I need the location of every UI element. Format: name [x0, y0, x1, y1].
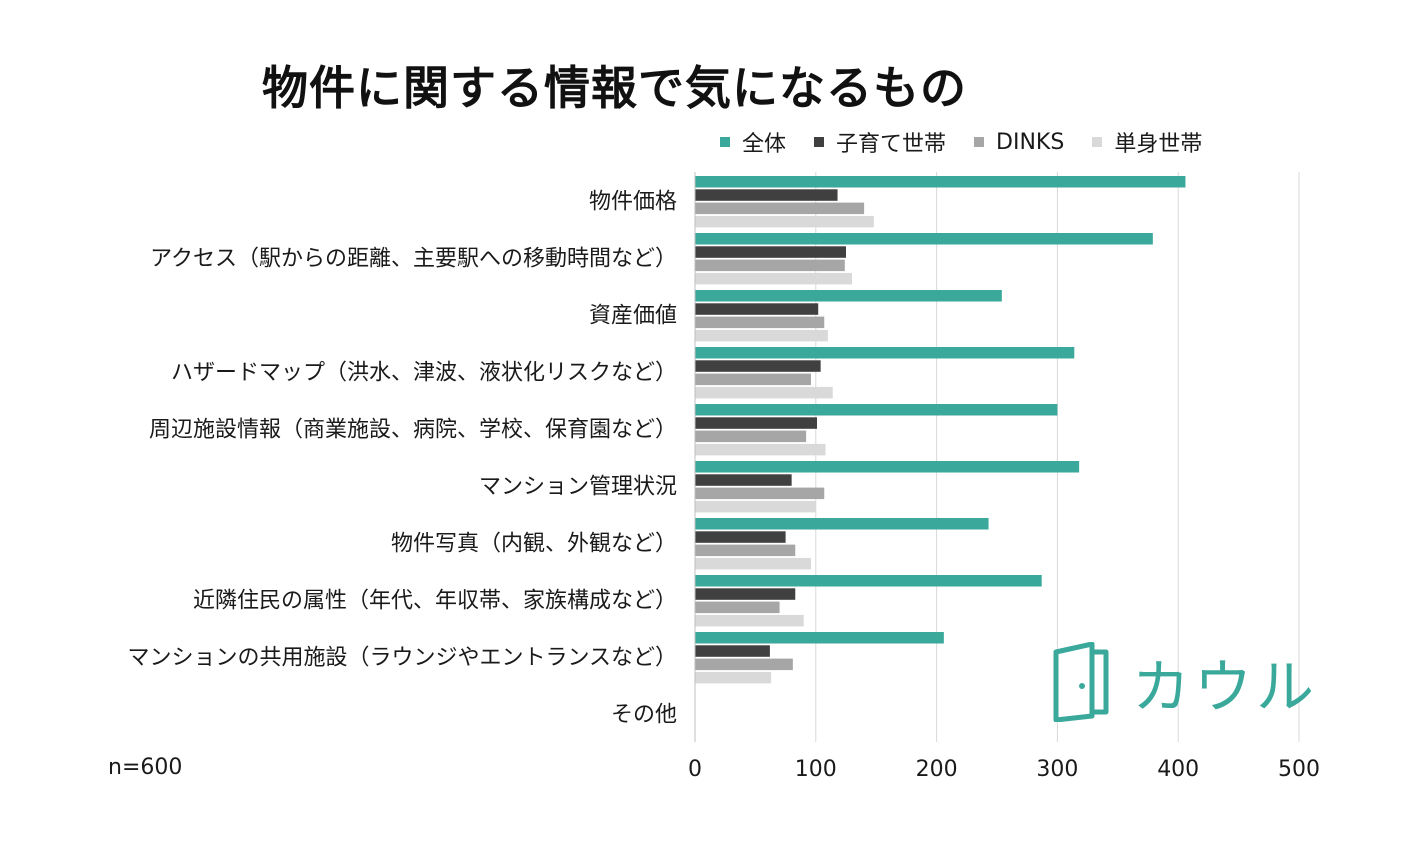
legend-swatch-families	[814, 137, 825, 147]
bar-子育て世帯-4	[695, 417, 818, 429]
bar-子育て世帯-8	[695, 645, 770, 657]
category-label: マンション管理状況	[479, 475, 677, 500]
legend-swatch-single	[1092, 137, 1103, 147]
bar-子育て世帯-0	[695, 189, 838, 201]
bar-全体-1	[695, 233, 1153, 245]
bar-単身世帯-3	[695, 386, 833, 399]
bar-子育て世帯-1	[695, 246, 846, 258]
legend-label-dinks: DINKS	[996, 129, 1065, 155]
x-tick-label: 0	[688, 757, 702, 782]
bar-全体-5	[695, 461, 1080, 473]
legend-label-all: 全体	[742, 132, 787, 157]
category-label: マンションの共用施設（ラウンジやエントランスなど）	[127, 646, 677, 671]
category-label: 周辺施設情報（商業施設、病院、学校、保育園など）	[149, 418, 677, 443]
bar-子育て世帯-2	[695, 303, 819, 315]
category-label: ハザードマップ（洪水、津波、液状化リスクなど）	[171, 361, 677, 386]
category-label: 物件写真（内観、外観など）	[391, 532, 677, 557]
brand-logo: カウル	[1052, 640, 1318, 724]
bar-単身世帯-6	[695, 557, 811, 570]
bar-全体-2	[695, 290, 1002, 302]
bar-DINKS-7	[695, 601, 780, 614]
bar-子育て世帯-6	[695, 531, 786, 543]
x-tick-label: 500	[1278, 757, 1320, 782]
bar-全体-6	[695, 518, 989, 530]
x-tick-label: 100	[795, 757, 837, 782]
sample-size-note: n=600	[108, 755, 183, 780]
bar-全体-0	[695, 176, 1186, 188]
bar-単身世帯-4	[695, 443, 826, 456]
brand-name: カウル	[1132, 653, 1319, 721]
bar-単身世帯-7	[695, 614, 804, 627]
bar-全体-8	[695, 632, 944, 644]
chart-legend: 全体 子育て世帯 DINKS 単身世帯	[720, 126, 1202, 158]
legend-item-single: 単身世帯	[1092, 126, 1202, 158]
legend-item-families: 子育て世帯	[814, 126, 946, 158]
bar-DINKS-5	[695, 487, 825, 500]
bar-DINKS-3	[695, 373, 811, 386]
category-label: その他	[611, 703, 677, 728]
bar-単身世帯-2	[695, 329, 828, 342]
category-label: 近隣住民の属性（年代、年収帯、家族構成など）	[193, 589, 677, 614]
bar-子育て世帯-7	[695, 588, 796, 600]
legend-swatch-dinks	[974, 137, 985, 147]
bar-単身世帯-5	[695, 500, 816, 513]
x-tick-label: 400	[1157, 757, 1199, 782]
category-label: 物件価格	[589, 190, 677, 215]
legend-item-all: 全体	[720, 126, 786, 158]
bar-全体-4	[695, 404, 1058, 416]
legend-label-single: 単身世帯	[1114, 132, 1203, 157]
legend-swatch-all	[720, 137, 730, 147]
bar-DINKS-6	[695, 544, 796, 557]
x-tick-label: 300	[1036, 757, 1078, 782]
door-icon	[1053, 642, 1109, 722]
bar-子育て世帯-5	[695, 474, 792, 486]
bar-全体-3	[695, 347, 1075, 359]
bar-DINKS-0	[695, 202, 865, 215]
legend-item-dinks: DINKS	[974, 130, 1064, 155]
bar-DINKS-2	[695, 316, 825, 329]
bar-単身世帯-0	[695, 215, 874, 228]
category-label: アクセス（駅からの距離、主要駅への移動時間など）	[150, 247, 677, 272]
bar-全体-7	[695, 575, 1042, 587]
bar-単身世帯-1	[695, 272, 853, 285]
bar-DINKS-1	[695, 259, 845, 272]
bar-DINKS-8	[695, 658, 793, 671]
category-label: 資産価値	[589, 304, 677, 329]
bar-DINKS-4	[695, 430, 807, 443]
bar-子育て世帯-3	[695, 360, 821, 372]
x-tick-label: 200	[916, 757, 958, 782]
legend-label-families: 子育て世帯	[836, 132, 947, 157]
chart-title: 物件に関する情報で気になるもの	[262, 61, 967, 115]
bar-単身世帯-8	[695, 671, 772, 684]
